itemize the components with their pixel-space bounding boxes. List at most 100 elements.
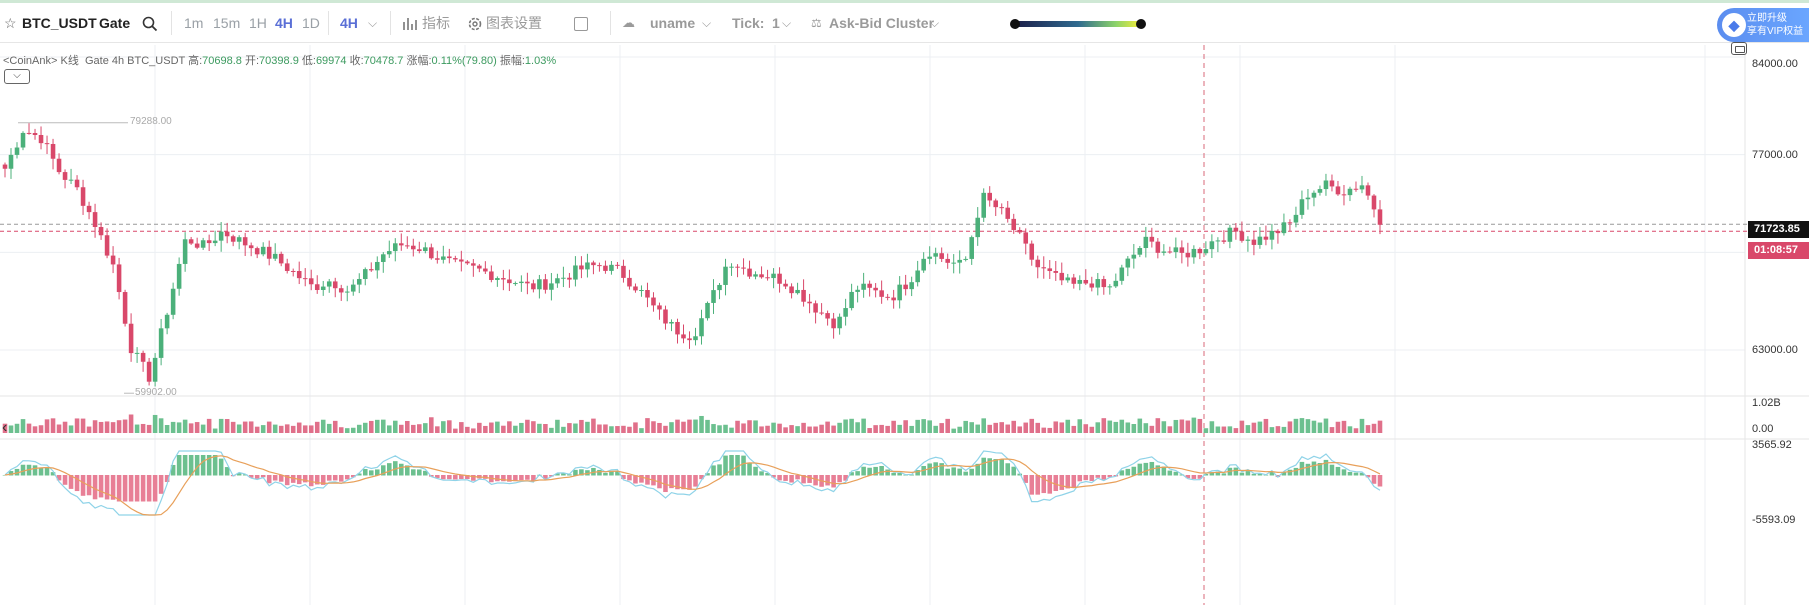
volume-bar: [20, 419, 26, 433]
volume-bar: [98, 421, 104, 433]
candle-body: [795, 289, 800, 294]
macd-bar: [861, 466, 866, 476]
candle-body: [675, 321, 680, 335]
macd-bar: [1017, 473, 1023, 476]
volume-bar: [302, 425, 308, 433]
candle-body: [56, 158, 62, 173]
timeframe-1m[interactable]: 1m: [184, 15, 204, 31]
indicators-icon[interactable]: [402, 3, 418, 43]
cluster-dropdown[interactable]: Ask-Bid Cluster: [829, 15, 935, 31]
macd-bar: [290, 475, 296, 483]
candle-body: [909, 282, 914, 290]
gear-icon[interactable]: [467, 3, 483, 43]
exchange-label[interactable]: Gate: [99, 15, 131, 31]
macd-bar: [62, 475, 68, 485]
macd-bar: [1107, 475, 1113, 478]
chevron-down-icon[interactable]: ⌵: [930, 16, 940, 30]
macd-bar: [807, 475, 812, 483]
tick-value[interactable]: 1: [772, 15, 780, 31]
volume-bar: [537, 423, 542, 433]
volume-bar: [92, 420, 98, 433]
legend-collapse-button[interactable]: ⌵: [4, 69, 30, 84]
volume-bar: [813, 426, 818, 433]
candle-body: [1221, 240, 1227, 242]
timeframe-15m[interactable]: 15m: [213, 15, 241, 31]
candle-body: [212, 240, 218, 244]
macd-bar: [405, 465, 410, 476]
timeframe-1d[interactable]: 1D: [302, 15, 320, 31]
symbol-label[interactable]: BTC_USDT: [22, 15, 97, 31]
candle-body: [885, 296, 890, 298]
tick-label: Tick:: [732, 15, 765, 31]
volume-bar: [477, 422, 482, 433]
volume-bar: [1041, 427, 1047, 433]
candle-body: [386, 251, 392, 255]
chevron-down-icon[interactable]: ⌵: [368, 16, 378, 30]
star-icon[interactable]: ☆: [4, 15, 17, 31]
candle-body: [98, 226, 104, 236]
timeframe-4h[interactable]: 4H: [275, 15, 293, 31]
candle-body: [1347, 188, 1353, 196]
chart-settings-button[interactable]: 图表设置: [486, 15, 542, 31]
macd-bar: [374, 469, 380, 476]
vip-upgrade-button[interactable]: ◆ 立即升级 享有VIP权益: [1717, 8, 1809, 42]
candle-body: [945, 258, 950, 263]
candle-body: [1095, 279, 1101, 288]
legend-amplitude-label: 振幅:: [499, 55, 525, 67]
volume-bar: [80, 418, 86, 433]
macd-bar: [248, 475, 254, 478]
macd-bar: [717, 464, 722, 476]
volume-bar: [747, 420, 752, 433]
checkbox[interactable]: [574, 3, 588, 43]
macd-bar: [1251, 473, 1257, 476]
volume-bar: [639, 428, 644, 433]
chart-area[interactable]: <CoinAnk> K线 Gate 4h BTC_USDT 高:70698.8 …: [0, 42, 1809, 605]
indicators-button[interactable]: 指标: [422, 15, 450, 31]
macd-bar: [987, 458, 992, 476]
chevron-down-icon[interactable]: ⌵: [782, 16, 792, 30]
candle-body: [741, 267, 746, 269]
volume-bar: [236, 424, 242, 433]
candle-body: [705, 302, 710, 319]
candle-body: [86, 205, 92, 213]
candle-body: [501, 278, 506, 280]
candle-body: [1143, 236, 1149, 249]
volume-bar: [68, 425, 74, 433]
timeframe-dropdown[interactable]: 4H: [340, 15, 358, 31]
volume-bar: [693, 419, 698, 433]
candle-body: [543, 279, 548, 290]
timeframe-1h[interactable]: 1H: [249, 15, 267, 31]
macd-bar: [1137, 463, 1143, 476]
candle-body: [50, 143, 56, 159]
volume-bar: [1275, 426, 1281, 433]
volume-bar: [1047, 427, 1053, 433]
fullscreen-icon[interactable]: [1731, 42, 1747, 55]
macd-bar: [801, 475, 806, 484]
volume-bar: [837, 422, 842, 433]
volume-axis-top: 1.02B: [1752, 397, 1781, 409]
candle-body: [152, 357, 158, 382]
macd-bar: [435, 475, 440, 478]
chevron-left-icon[interactable]: ‹: [2, 419, 8, 436]
chart-canvas[interactable]: [0, 45, 1809, 605]
search-icon[interactable]: [142, 3, 158, 43]
volume-bar: [483, 425, 488, 433]
macd-bar: [1335, 466, 1341, 476]
volume-bar: [591, 418, 596, 433]
user-dropdown[interactable]: uname: [650, 15, 696, 31]
chevron-down-icon[interactable]: ⌵: [702, 16, 712, 30]
current-price-tag: 71723.85: [1748, 221, 1809, 238]
volume-bar: [945, 418, 950, 433]
macd-bar: [152, 475, 158, 502]
candle-body: [393, 243, 398, 252]
macd-bar: [999, 459, 1005, 476]
candle-body: [182, 239, 188, 264]
heatmap-range-slider[interactable]: [1010, 3, 1146, 43]
candle-body: [80, 187, 86, 206]
candle-body: [681, 334, 686, 339]
macd-bar: [116, 475, 122, 502]
candle-body: [1119, 267, 1125, 281]
volume-bar: [1293, 418, 1299, 433]
volume-bar: [609, 426, 614, 433]
legend-amplitude: 1.03%: [524, 55, 557, 67]
